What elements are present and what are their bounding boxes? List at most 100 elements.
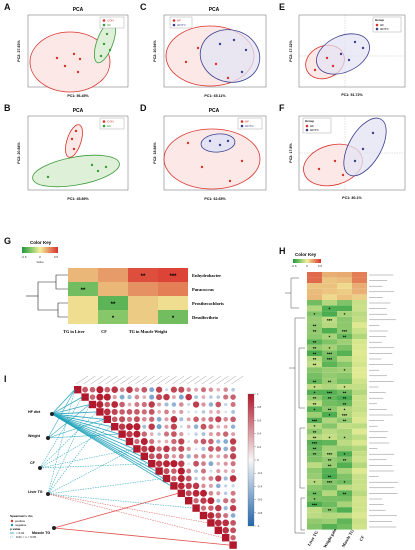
con-points [55, 52, 82, 74]
heatmap-cell [322, 524, 337, 530]
panel-label-a: A [4, 2, 11, 12]
col-label: Weight gain [322, 527, 337, 549]
heatmap-cell [337, 333, 352, 340]
corr-diagonal [118, 430, 126, 438]
network-edge [51, 389, 76, 415]
significance-star: * [344, 385, 346, 390]
corr-circle [134, 402, 140, 407]
heatmap-cell [128, 268, 158, 282]
corr-circle [119, 401, 125, 408]
heatmap-cell [337, 305, 352, 312]
heatmap-cell [352, 445, 367, 452]
hftc-points [353, 131, 375, 163]
corr-circle [223, 512, 229, 519]
corr-circle [194, 410, 198, 414]
corr-circle [157, 402, 162, 407]
heatmap-cell [337, 428, 352, 435]
legend-marker-negative [10, 523, 14, 527]
heatmap-cell [322, 333, 337, 340]
significance-star: ** [328, 407, 332, 412]
heatmap-cell [352, 434, 367, 440]
corr-circle [223, 453, 229, 459]
significance-star: ** [313, 447, 317, 452]
significance-star: * [329, 346, 331, 351]
hf-points [46, 163, 108, 179]
corr-circle [187, 410, 191, 414]
heatmap-cell [352, 305, 367, 312]
corr-circle [179, 431, 184, 437]
heatmap-cell [307, 311, 322, 317]
corr-circle [148, 423, 155, 430]
node-label: Weight [28, 434, 41, 438]
corr-circle [156, 424, 162, 430]
corr-circle [207, 497, 215, 505]
heatmap-cell [307, 400, 322, 407]
heatmap-cell [352, 300, 367, 306]
corr-diagonal [111, 423, 119, 431]
heatmap-cell [307, 283, 322, 289]
heatmap-cell [352, 423, 367, 429]
legend-marker-hf [172, 19, 176, 22]
node-weight [46, 436, 50, 440]
corr-circle [223, 424, 228, 429]
heatmap-cell [337, 496, 352, 502]
network-edge [39, 463, 149, 469]
heatmap-cell [337, 367, 352, 373]
heatmap-cell [307, 406, 322, 412]
corr-circle [224, 410, 228, 414]
heatmap-cell [322, 305, 337, 312]
significance-star: * [314, 480, 316, 485]
corr-circle [223, 491, 228, 496]
significance-star: *** [327, 351, 333, 356]
corr-scale-bar [247, 393, 255, 527]
heatmap-cell [352, 322, 367, 328]
heatmap-cell [352, 451, 367, 457]
corr-circle [201, 402, 206, 407]
significance-star: ** [313, 396, 317, 401]
corr-circle [133, 430, 141, 438]
significance-star: ** [313, 452, 317, 457]
heatmap-cell [307, 384, 322, 390]
heatmap-cell [158, 282, 188, 296]
heatmap-cell [128, 282, 158, 296]
heatmap-cell [322, 484, 337, 491]
corr-diagonal [170, 482, 178, 490]
corr-circle [126, 430, 133, 438]
colorkey-value-label: Value [36, 260, 44, 264]
corr-circle [111, 416, 118, 423]
heatmap-panel-h: Color Key -0.6 0 0.6 ** ******** **** *****… [285, 252, 399, 549]
corr-diagonal [81, 393, 89, 401]
corr-circle [193, 498, 199, 504]
node-cf [38, 466, 42, 470]
heatmap-cell [307, 518, 322, 524]
scale-tick-label: 0 [257, 458, 259, 462]
corr-circle [201, 417, 206, 422]
corr-circle [164, 439, 169, 444]
node-liver-tg [46, 492, 50, 496]
hftc-ellipse [199, 29, 261, 83]
corr-circle [186, 468, 192, 474]
corr-circle [119, 387, 125, 393]
corr-circle [141, 409, 147, 415]
column-label-placeholder [231, 375, 244, 385]
pca-panel-a: PCA CON HF PC1: 56.45% PC2: 27.83% [17, 7, 129, 98]
heatmap-cell [337, 277, 352, 284]
corr-circle [223, 498, 229, 504]
corr-circle [155, 386, 163, 393]
column-label-placeholder [157, 375, 170, 385]
corr-circle [163, 445, 170, 453]
corr-circle [156, 416, 162, 422]
legend-title: Group [305, 119, 314, 123]
significance-star: ** [313, 379, 317, 384]
network-edge [47, 389, 75, 495]
heatmap-cell [352, 333, 367, 340]
heatmap-cell [337, 423, 352, 429]
significance-star: ** [343, 491, 347, 496]
corr-circle [216, 461, 221, 466]
significance-star: * [314, 391, 316, 396]
heatmap-cell [337, 434, 352, 440]
corr-diagonal [222, 534, 230, 542]
significance-star: ** [328, 475, 332, 480]
panel-b-xlabel: PC1: 45.89% [67, 197, 89, 201]
heatmap-cell [307, 272, 322, 278]
